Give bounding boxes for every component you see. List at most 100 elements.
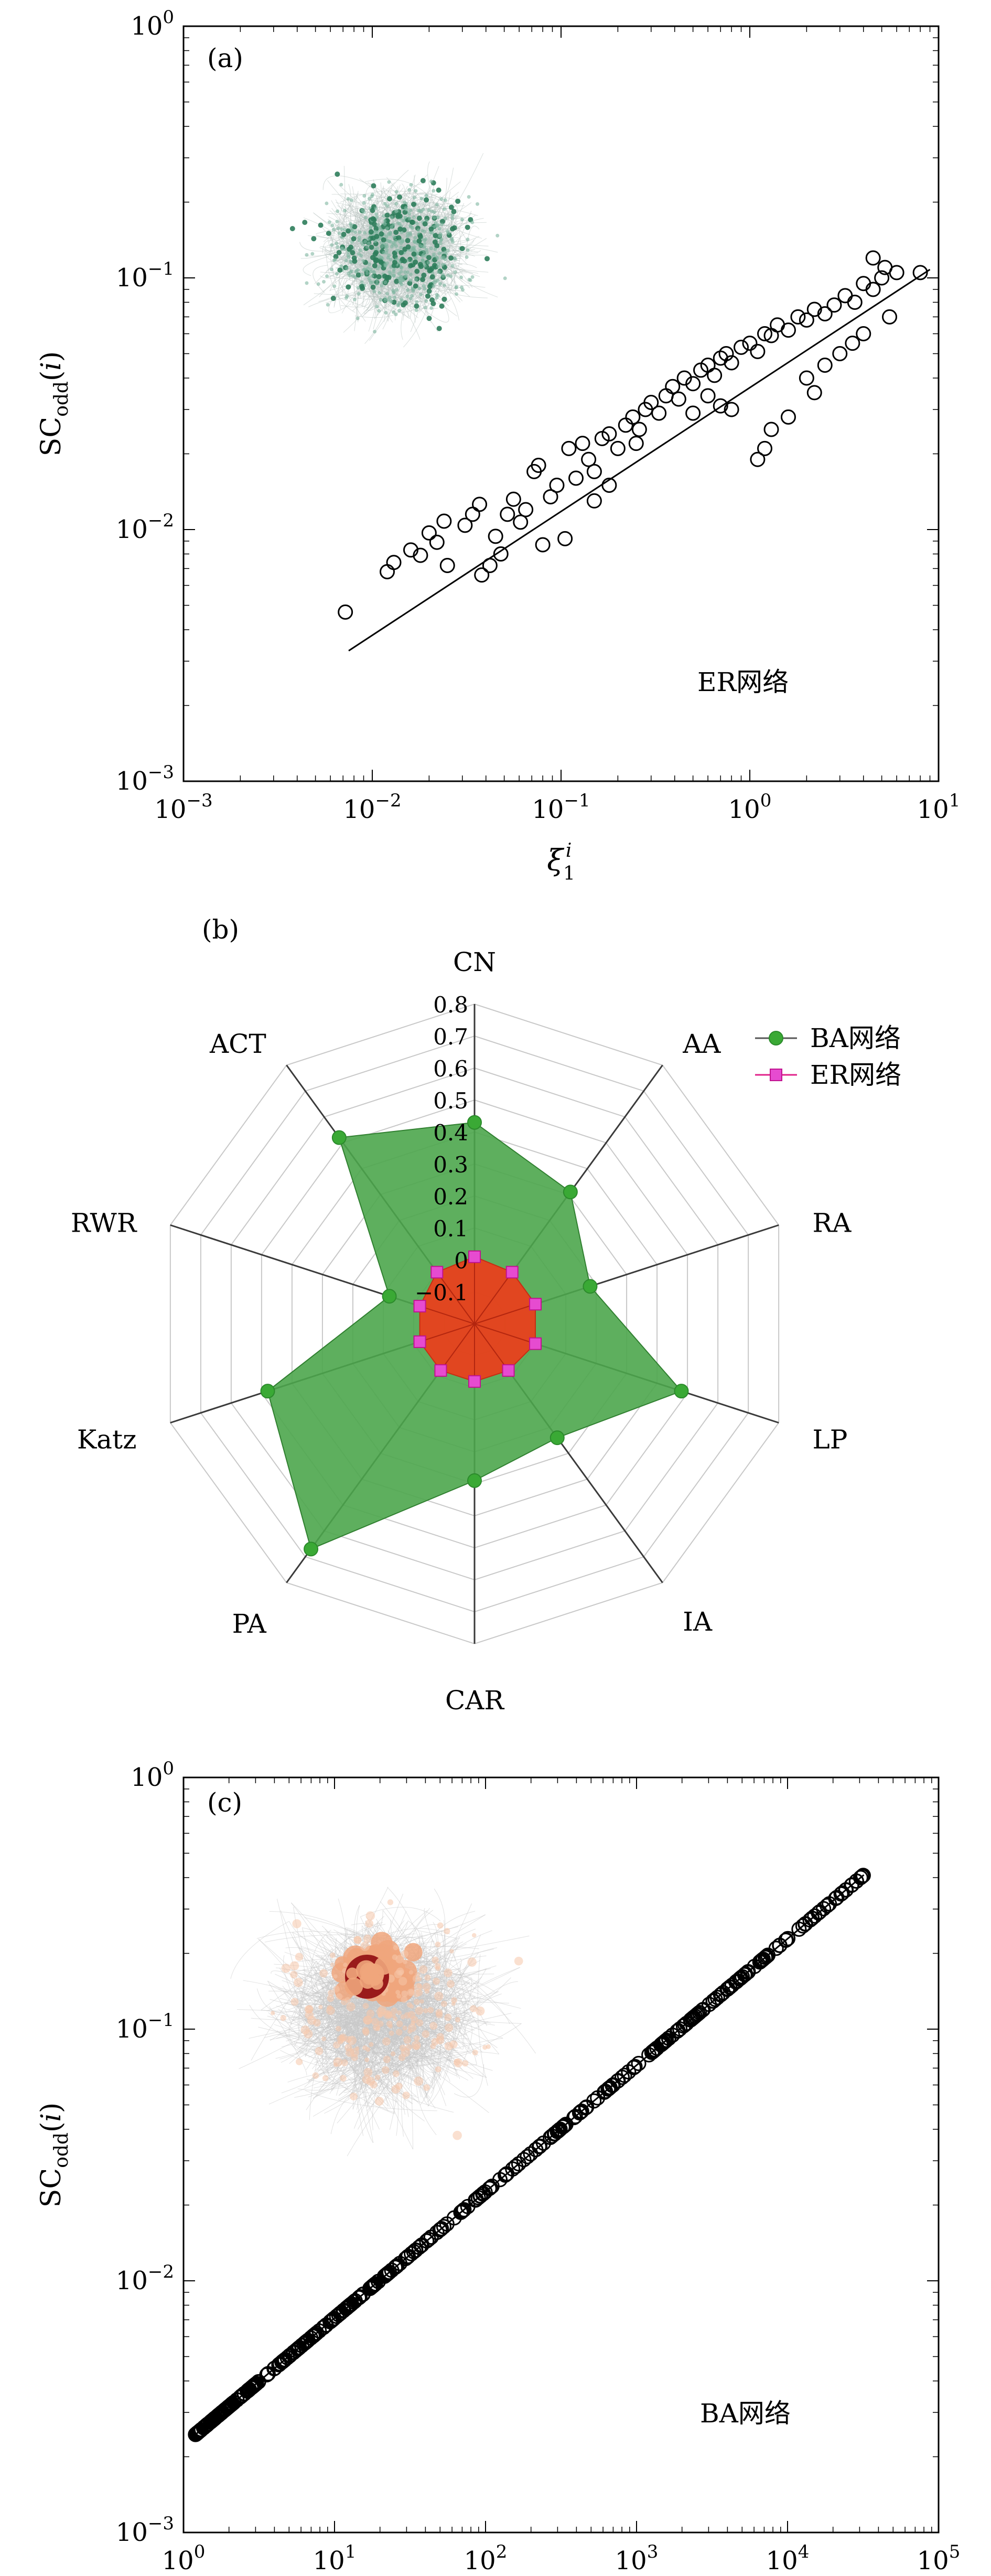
- data-point: [601, 477, 617, 493]
- radar-axis-label: AA: [682, 1029, 721, 1059]
- x-tick-label: 10−3: [154, 790, 212, 824]
- data-point: [780, 409, 796, 425]
- x-tick-label: 101: [313, 2541, 357, 2575]
- data-point: [740, 1965, 756, 1980]
- data-point: [855, 1868, 870, 1884]
- data-point: [799, 312, 814, 328]
- data-point: [271, 2357, 287, 2373]
- data-point: [188, 2427, 203, 2442]
- data-point: [586, 2093, 602, 2109]
- series-spoke: [419, 1323, 475, 1342]
- legend: BA网络 ER网络: [755, 1023, 901, 1090]
- data-point: [724, 402, 739, 417]
- data-point: [429, 534, 445, 550]
- data-point: [853, 1870, 868, 1885]
- data-point: [618, 417, 633, 433]
- data-point: [627, 2058, 643, 2074]
- data-point: [615, 2070, 630, 2085]
- radial-tick-label: 0.5: [433, 1088, 468, 1114]
- data-point: [457, 518, 473, 533]
- series-marker: [563, 1184, 578, 1200]
- data-point: [757, 440, 773, 456]
- data-point: [475, 2186, 491, 2202]
- data-point: [598, 2084, 613, 2099]
- network-node: [362, 1967, 373, 1979]
- data-point: [694, 2002, 710, 2018]
- data-point: [499, 2166, 515, 2182]
- network-node: [346, 1967, 359, 1980]
- data-point: [780, 322, 796, 338]
- data-point: [531, 457, 546, 473]
- axis-ticks: [183, 1777, 939, 2533]
- data-point: [339, 2300, 355, 2315]
- series-marker: [550, 1430, 565, 1446]
- data-point: [535, 537, 551, 553]
- data-point: [296, 2336, 312, 2352]
- data-point: [364, 2279, 380, 2294]
- x-tick-label: 101: [917, 790, 961, 824]
- data-point: [338, 2301, 354, 2316]
- series-marker: [434, 1364, 447, 1377]
- series-marker: [331, 1130, 347, 1145]
- radar-axis-label: CAR: [445, 1685, 504, 1716]
- y-tick-label: 100: [131, 1758, 174, 1792]
- data-point: [912, 265, 928, 281]
- data-point: [316, 2320, 331, 2335]
- y-tick-label: 10−1: [116, 258, 174, 293]
- y-tick-label: 10−2: [116, 2261, 174, 2295]
- radial-tick-label: 0.3: [433, 1152, 468, 1178]
- series-spoke: [440, 1323, 475, 1371]
- y-tick-label: 10−1: [116, 2010, 174, 2044]
- data-point: [834, 1885, 850, 1901]
- annotation-er: ER网络: [697, 667, 789, 697]
- data-point: [826, 297, 842, 313]
- radial-tick-label: 0.6: [433, 1056, 468, 1082]
- legend-marker: [770, 1069, 782, 1081]
- series-spoke: [474, 1303, 536, 1324]
- data-point: [665, 379, 681, 394]
- x-tick-label: 100: [162, 2541, 206, 2575]
- data-point: [651, 405, 667, 421]
- chart-c-plot: 10010110210310410510−310−210−1100ξ1iSCod…: [36, 1758, 960, 2575]
- y-axis-label: SCodd(i): [36, 351, 72, 456]
- data-point: [300, 2333, 316, 2348]
- data-point: [484, 2179, 500, 2194]
- annotation-ba: BA网络: [700, 2398, 791, 2429]
- series-marker: [468, 1375, 481, 1388]
- chart-a-plot: 10−3 10−2 10−1 100 101 10−3 10−2 10−1 100 ξ1i SCod…: [36, 7, 960, 885]
- data-point: [581, 451, 597, 467]
- series-marker: [468, 1250, 481, 1263]
- data-point: [837, 288, 853, 304]
- data-point: [847, 295, 863, 310]
- radial-tick-label: 0.8: [433, 992, 468, 1018]
- data-point: [376, 2268, 392, 2284]
- data-point: [856, 276, 871, 292]
- data-point: [518, 502, 534, 518]
- data-point: [644, 2044, 660, 2060]
- data-point: [610, 2073, 626, 2089]
- data-point: [685, 2010, 701, 2026]
- data-point: [817, 357, 833, 373]
- radar-axis-label: LP: [813, 1425, 848, 1455]
- data-point: [520, 2149, 535, 2164]
- data-point: [865, 250, 881, 266]
- data-point: [806, 385, 822, 401]
- data-point: [685, 405, 701, 421]
- series-spoke: [436, 1271, 475, 1324]
- data-point: [439, 2216, 455, 2232]
- plot-frame: [182, 1776, 940, 2534]
- radar-axis-label: Katz: [77, 1425, 137, 1455]
- data-point: [610, 440, 626, 456]
- data-point: [380, 564, 395, 579]
- data-point: [272, 2356, 288, 2372]
- data-point: [419, 2233, 435, 2249]
- data-point: [758, 1949, 773, 1965]
- data-point: [549, 477, 565, 493]
- data-point: [865, 282, 881, 297]
- data-point: [210, 2408, 226, 2423]
- data-point: [500, 506, 515, 522]
- data-point: [631, 422, 647, 437]
- x-tick-label: 102: [464, 2541, 508, 2575]
- data-point: [799, 370, 814, 386]
- data-point: [336, 2302, 352, 2318]
